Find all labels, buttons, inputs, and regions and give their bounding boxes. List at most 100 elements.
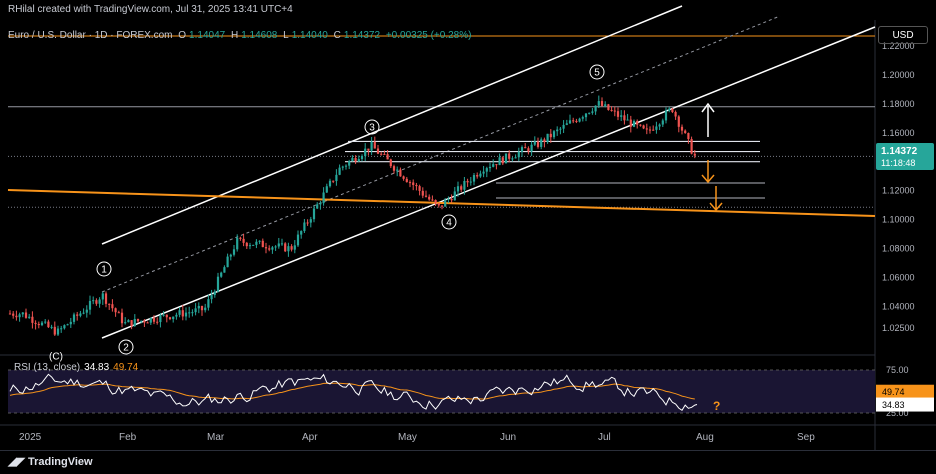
- candle-body: [72, 314, 76, 322]
- candle-body: [578, 118, 581, 122]
- candle-body: [399, 169, 402, 177]
- rsi-line: [9, 373, 698, 412]
- candle-body: [652, 129, 655, 131]
- candle-body: [277, 243, 280, 247]
- candle-body: [82, 312, 85, 314]
- candle-body: [386, 154, 389, 160]
- candle-body: [543, 139, 546, 143]
- candle-body: [47, 321, 50, 328]
- symbol-legend: Euro / U.S. Dollar · 1D · FOREX.com O 1.1…: [8, 30, 474, 41]
- candle-body: [501, 157, 504, 164]
- candle-body: [421, 190, 424, 196]
- rsi-tick: 75.00: [886, 365, 909, 375]
- candle-body: [639, 124, 642, 126]
- candle-body: [354, 157, 357, 162]
- tradingview-logo[interactable]: ◢◤ TradingView: [8, 455, 93, 468]
- candle-body: [271, 247, 274, 250]
- candle-body: [194, 308, 197, 313]
- candle-body: [133, 318, 136, 327]
- arrow-up-head: [701, 102, 715, 113]
- rsi-ma-line: [9, 382, 695, 400]
- question-mark: ?: [713, 399, 720, 413]
- price-badge-value: 1.14372: [881, 146, 918, 157]
- candle-body: [360, 155, 364, 160]
- candle-body: [367, 148, 370, 151]
- candle-body: [418, 186, 421, 191]
- candle-body: [549, 133, 552, 138]
- candle-body: [280, 243, 284, 245]
- candle-body: [111, 304, 114, 309]
- candle-body: [520, 147, 524, 152]
- candle-body: [21, 312, 24, 315]
- candle-body: [460, 186, 463, 190]
- candle-body: [344, 165, 348, 167]
- candle-body: [341, 166, 344, 168]
- wave-label: 1: [101, 265, 107, 276]
- candle-body: [684, 130, 687, 134]
- time-tick: Mar: [207, 432, 225, 443]
- candle-body: [200, 306, 204, 311]
- candle-body: [572, 120, 575, 122]
- symbol-name[interactable]: Euro / U.S. Dollar · 1D · FOREX.com: [8, 30, 173, 41]
- candle-body: [508, 153, 511, 159]
- candle-body: [117, 312, 120, 314]
- candle-body: [319, 203, 322, 205]
- rsi-ma-badge: [876, 384, 934, 399]
- rsi-legend: RSI (13, close) 34.83 49.74: [14, 362, 138, 373]
- candle-body: [239, 237, 242, 239]
- candle-body: [655, 126, 658, 130]
- candle-body: [469, 181, 472, 183]
- candle-body: [303, 222, 306, 232]
- candle-body: [415, 184, 418, 187]
- price-tick: 1.20000: [882, 70, 915, 80]
- candle-body: [600, 101, 604, 106]
- candle-body: [98, 299, 101, 304]
- rsi-ma-value: 49.74: [113, 362, 139, 373]
- wave-label: 5: [594, 68, 600, 79]
- candle-body: [671, 108, 674, 113]
- candle-body: [364, 148, 367, 156]
- candle-body: [229, 254, 232, 257]
- candle-body: [642, 125, 645, 129]
- candle-body: [24, 312, 28, 318]
- candle-body: [242, 238, 245, 243]
- channel-upper: [101, 5, 683, 245]
- candle-body: [604, 104, 607, 106]
- rsi-label[interactable]: RSI (13, close): [14, 362, 81, 373]
- price-tick: 1.22000: [882, 41, 915, 51]
- wave-label: 3: [369, 123, 375, 134]
- candle-body: [632, 121, 636, 127]
- candle-body: [511, 158, 514, 160]
- channel-mid: [101, 15, 781, 293]
- candle-body: [168, 317, 172, 320]
- credit-text: RHilal created with TradingView.com, Jul…: [8, 4, 293, 15]
- open-value: 1.14047: [189, 30, 226, 41]
- candle-body: [140, 320, 143, 322]
- wave-label: 2: [123, 343, 129, 354]
- candle-body: [287, 246, 290, 252]
- candle-body: [92, 300, 95, 302]
- candle-body: [284, 243, 287, 252]
- candle-body: [37, 323, 40, 326]
- candle-body: [383, 153, 386, 155]
- price-badge-countdown: 11:18:48: [881, 158, 915, 168]
- candle-body: [530, 144, 533, 152]
- candle-body: [389, 159, 392, 167]
- candle-body: [498, 157, 501, 166]
- currency-button[interactable]: USD: [878, 26, 928, 44]
- candle-body: [661, 120, 664, 125]
- candle-body: [562, 124, 565, 129]
- candle-body: [136, 318, 140, 322]
- candle-body: [101, 293, 104, 300]
- candle-body: [488, 166, 492, 169]
- candle-body: [357, 159, 360, 162]
- candle-body: [188, 312, 191, 314]
- high-label: H: [230, 30, 239, 41]
- candle-body: [514, 157, 517, 159]
- rsi-band: [8, 370, 875, 413]
- low-value: 1.14040: [291, 30, 328, 41]
- time-tick: Jul: [598, 432, 611, 443]
- tv-logo-icon: ◢◤: [8, 456, 28, 468]
- candle-body: [146, 322, 149, 324]
